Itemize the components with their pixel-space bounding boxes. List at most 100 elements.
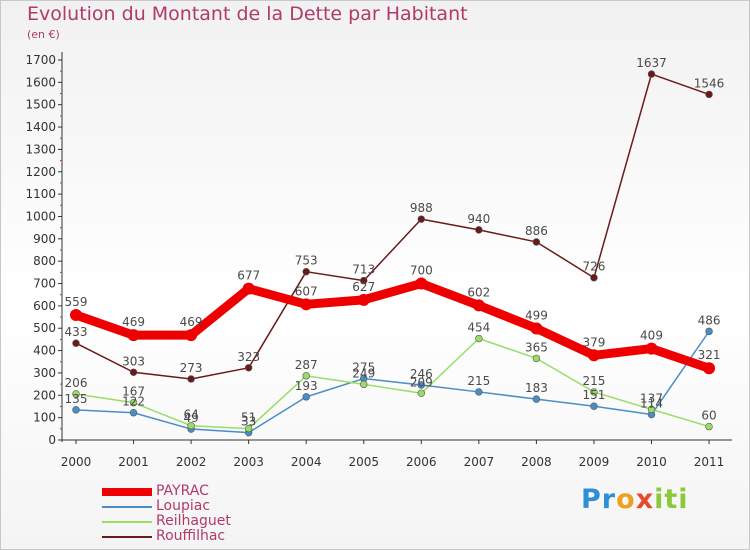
data-point-payrac xyxy=(242,282,255,295)
data-label-loupiac: 215 xyxy=(467,374,490,388)
data-point-rouffilhac xyxy=(417,215,425,223)
data-label-reilhaguet: 137 xyxy=(640,391,663,405)
y-tick-label: 500 xyxy=(33,321,56,335)
y-tick-label: 1200 xyxy=(25,165,56,179)
data-point-loupiac xyxy=(475,388,483,396)
series-line-rouffilhac xyxy=(75,73,710,380)
data-label-payrac: 499 xyxy=(525,308,548,322)
data-label-rouffilhac: 726 xyxy=(582,260,605,274)
logo-letter: r xyxy=(601,484,617,515)
x-tick-label: 2004 xyxy=(291,455,322,469)
data-label-payrac: 321 xyxy=(698,348,721,362)
data-point-payrac xyxy=(185,329,198,342)
data-label-rouffilhac: 1637 xyxy=(636,56,667,70)
data-point-payrac xyxy=(415,277,428,290)
y-tick-label: 1300 xyxy=(25,142,56,156)
data-point-reilhaguet xyxy=(244,424,253,433)
data-label-payrac: 469 xyxy=(180,315,203,329)
chart-subtitle: (en €) xyxy=(27,28,60,41)
y-tick-label: 600 xyxy=(33,299,56,313)
data-point-payrac xyxy=(472,299,485,312)
data-label-payrac: 559 xyxy=(65,295,88,309)
y-tick-label: 800 xyxy=(33,254,56,268)
series-line-reilhaguet xyxy=(75,337,710,430)
data-point-payrac xyxy=(530,322,543,335)
data-point-loupiac xyxy=(129,409,138,417)
x-tick-label: 2010 xyxy=(636,455,667,469)
data-label-reilhaguet: 206 xyxy=(65,376,88,390)
data-point-payrac xyxy=(127,329,140,342)
y-tick-label: 1600 xyxy=(25,75,56,89)
data-label-reilhaguet: 287 xyxy=(295,358,318,372)
series-line-loupiac xyxy=(75,330,710,434)
data-point-rouffilhac xyxy=(302,267,310,276)
x-tick-label: 2000 xyxy=(61,455,92,469)
legend-swatch-reilhaguet xyxy=(102,521,152,523)
data-label-loupiac: 183 xyxy=(525,381,548,395)
data-point-reilhaguet xyxy=(187,421,195,430)
legend-label-payrac: PAYRAC xyxy=(156,483,209,499)
x-tick-label: 2003 xyxy=(233,455,264,469)
data-label-reilhaguet: 215 xyxy=(582,374,605,388)
data-label-reilhaguet: 51 xyxy=(241,411,256,425)
data-label-loupiac: 33 xyxy=(241,415,256,429)
y-tick-label: 900 xyxy=(33,232,56,246)
chart-title: Evolution du Montant de la Dette par Hab… xyxy=(27,3,468,25)
data-label-payrac: 602 xyxy=(467,285,490,299)
y-tick-label: 1000 xyxy=(25,209,56,223)
data-point-rouffilhac xyxy=(129,368,138,376)
logo-letter: i xyxy=(678,484,689,515)
data-label-reilhaguet: 60 xyxy=(701,409,716,423)
logo-letter: x xyxy=(635,484,655,515)
data-label-rouffilhac: 1546 xyxy=(694,76,725,90)
data-label-reilhaguet: 167 xyxy=(122,385,145,399)
series-line-payrac xyxy=(71,279,714,373)
data-label-reilhaguet: 365 xyxy=(525,340,548,354)
legend-label-reilhaguet: Reilhaguet xyxy=(156,513,231,529)
legend-swatch-loupiac xyxy=(102,506,152,508)
data-label-payrac: 627 xyxy=(352,280,375,294)
data-label-reilhaguet: 209 xyxy=(410,375,433,389)
y-tick-label: 400 xyxy=(33,344,56,358)
data-point-reilhaguet xyxy=(475,334,483,343)
legend-label-loupiac: Loupiac xyxy=(156,498,211,514)
data-label-rouffilhac: 433 xyxy=(65,325,88,339)
data-label-rouffilhac: 886 xyxy=(525,224,548,238)
data-point-loupiac xyxy=(590,402,598,410)
data-point-payrac xyxy=(587,349,600,362)
data-point-rouffilhac xyxy=(187,375,195,383)
legend-label-rouffilhac: Rouffilhac xyxy=(156,528,226,544)
data-label-loupiac: 275 xyxy=(352,361,375,375)
data-point-reilhaguet xyxy=(417,389,425,397)
data-label-payrac: 700 xyxy=(410,264,433,278)
data-point-loupiac xyxy=(72,406,80,414)
data-label-loupiac: 122 xyxy=(122,395,145,409)
data-point-loupiac xyxy=(532,395,541,403)
logo-letter: o xyxy=(616,484,636,515)
x-tick-label: 2001 xyxy=(118,455,149,469)
x-tick-label: 2009 xyxy=(579,455,610,469)
data-point-reilhaguet xyxy=(360,380,368,389)
y-tick-label: 1500 xyxy=(25,98,56,112)
logo-letter: P xyxy=(581,484,602,515)
data-point-rouffilhac xyxy=(72,339,80,347)
x-tick-label: 2005 xyxy=(348,455,379,469)
data-label-loupiac: 193 xyxy=(295,379,318,393)
data-label-rouffilhac: 753 xyxy=(295,254,318,268)
x-tick-label: 2002 xyxy=(176,455,207,469)
data-point-rouffilhac xyxy=(475,226,483,234)
y-tick-label: 0 xyxy=(48,433,56,447)
data-point-reilhaguet xyxy=(647,405,656,414)
legend-swatch-rouffilhac xyxy=(102,536,152,538)
logo-letter: t xyxy=(664,484,679,515)
data-label-loupiac: 486 xyxy=(698,313,721,327)
data-point-rouffilhac xyxy=(360,276,368,285)
data-point-payrac xyxy=(703,362,716,375)
data-point-loupiac xyxy=(302,393,310,401)
data-label-loupiac: 151 xyxy=(582,388,605,402)
data-label-rouffilhac: 940 xyxy=(467,212,490,226)
data-point-loupiac xyxy=(705,327,713,336)
y-tick-label: 1700 xyxy=(25,53,56,67)
